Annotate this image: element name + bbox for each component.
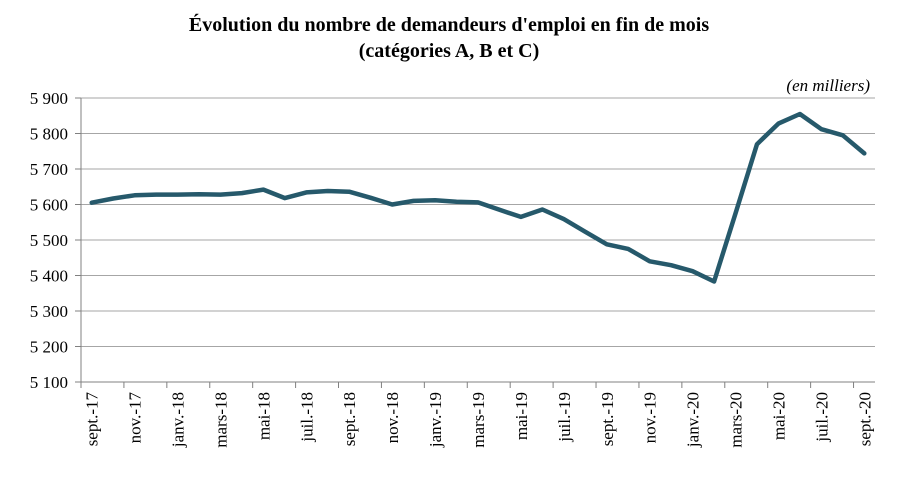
x-tick-label: mars-20: [727, 392, 746, 448]
x-tick-label: juil.-18: [297, 392, 316, 443]
x-tick-label: sept.-17: [83, 392, 102, 447]
series-line: [89, 111, 867, 284]
x-tick-label: janv.-19: [426, 392, 445, 448]
x-tick-label: sept.-18: [340, 392, 359, 446]
x-tick-label: mai-19: [512, 392, 531, 440]
x-tick-label: janv.-20: [684, 392, 703, 448]
x-tick-label: nov.-18: [383, 392, 402, 443]
y-tick-label: 5 900: [30, 89, 68, 108]
gridlines: [81, 97, 875, 383]
x-tick-label: mai-18: [254, 392, 273, 440]
x-tick-label: mai-20: [769, 392, 788, 440]
x-tick-label: juil.-20: [812, 392, 831, 443]
y-tick-label: 5 500: [30, 231, 68, 250]
y-tick-label: 5 200: [30, 338, 68, 357]
y-tick-label: 5 100: [30, 373, 68, 392]
x-tick-label: sept.-20: [855, 392, 874, 446]
x-tick-label: janv.-18: [169, 392, 188, 448]
x-tick-label: sept.-19: [598, 392, 617, 446]
y-tick-label: 5 700: [30, 160, 68, 179]
chart-title-line2: (catégories A, B et C): [358, 40, 540, 62]
y-tick-label: 5 300: [30, 302, 68, 321]
x-tick-label: juil.-19: [555, 392, 574, 443]
y-tick-label: 5 400: [30, 267, 68, 286]
chart-title: Évolution du nombre de demandeurs d'empl…: [0, 12, 898, 64]
x-tick-label: mars-19: [469, 392, 488, 448]
y-axis-labels: 5 900 5 800 5 700 5 600 5 500 5 400 5 300 5 200…: [30, 89, 68, 392]
y-tick-label: 5 600: [30, 196, 68, 215]
axis-ticks: [75, 97, 855, 388]
unit-note: (en milliers): [786, 76, 870, 95]
x-axis-labels: sept.-17 nov.-17 janv.-18 mars-18 mai-18 juil…: [83, 392, 875, 449]
chart-title-line1: Évolution du nombre de demandeurs d'empl…: [188, 14, 710, 36]
x-tick-label: nov.-19: [641, 392, 660, 443]
x-tick-label: mars-18: [211, 392, 230, 448]
y-tick-label: 5 800: [30, 125, 68, 144]
x-tick-label: nov.-17: [126, 392, 145, 444]
